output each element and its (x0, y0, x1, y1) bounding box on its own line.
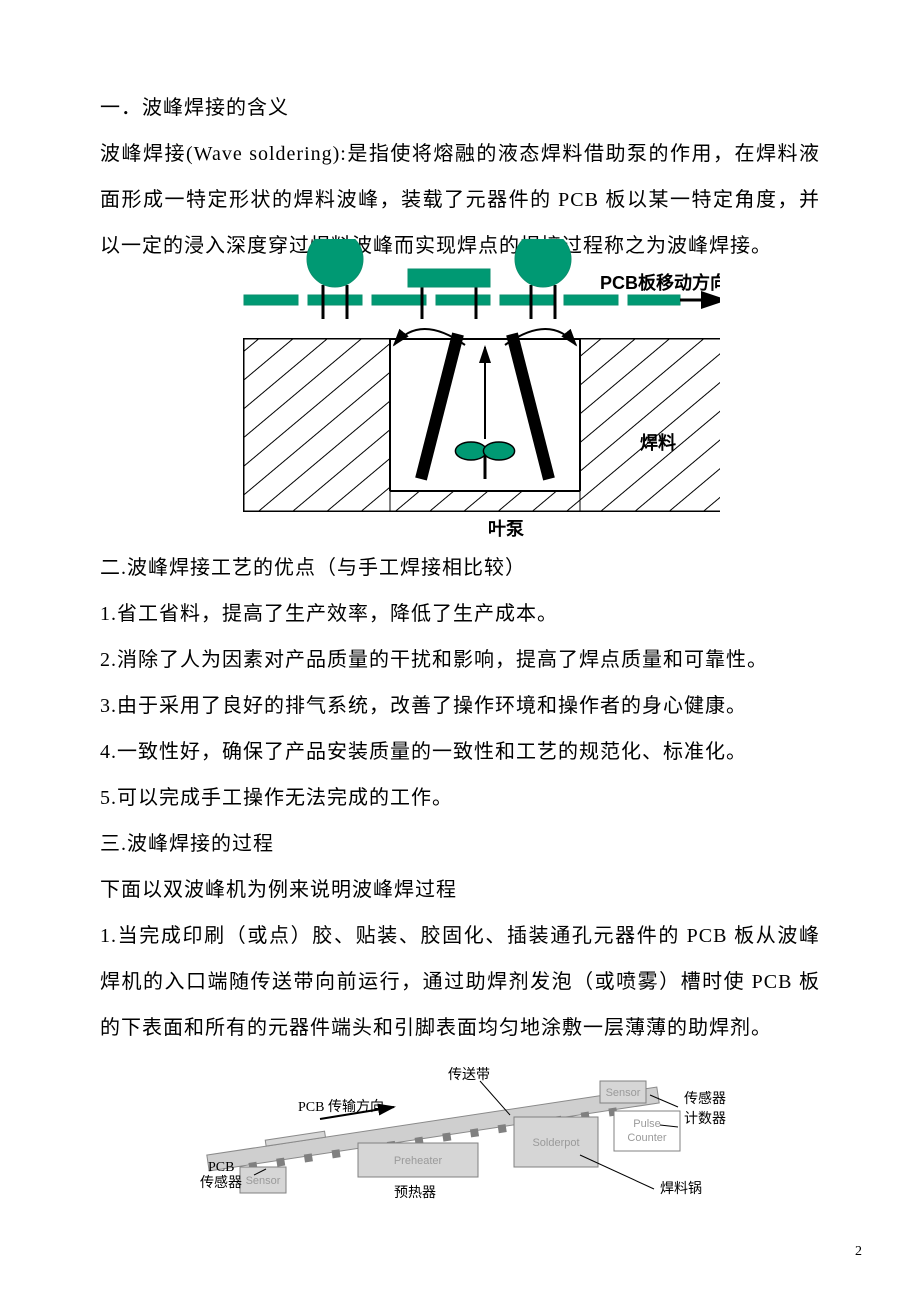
label-solder: 焊料 (640, 432, 676, 453)
svg-text:Sensor: Sensor (606, 1087, 641, 1099)
section-2-item-1: 1.省工省料，提高了生产效率，降低了生产成本。 (100, 591, 820, 637)
svg-text:Counter: Counter (627, 1132, 666, 1144)
section-1-paragraph: 波峰焊接(Wave soldering):是指使将熔融的液态焊料借助泵的作用，在… (100, 131, 820, 269)
section-3-intro: 下面以双波峰机为例来说明波峰焊过程 (100, 867, 820, 913)
label-solderpot: 焊料锅 (660, 1181, 702, 1197)
label-pump: 叶泵 (488, 519, 524, 539)
document-page: 一．波峰焊接的含义 波峰焊接(Wave soldering):是指使将熔融的液态… (0, 0, 920, 1302)
section-2-item-5: 5.可以完成手工操作无法完成的工作。 (100, 775, 820, 821)
svg-text:Pulse: Pulse (633, 1118, 661, 1130)
section-2-heading: 二.波峰焊接工艺的优点（与手工焊接相比较） (100, 545, 820, 591)
section-2-item-3: 3.由于采用了良好的排气系统，改善了操作环境和操作者的身心健康。 (100, 683, 820, 729)
label-pcb-sensor-2: 传感器 (200, 1174, 242, 1191)
figure-1-wave-solder-diagram: PCB板移动方向焊料叶泵 (100, 239, 820, 539)
label-preheater: 预热器 (394, 1185, 436, 1201)
svg-text:Solderpot: Solderpot (532, 1137, 579, 1149)
label-pcb-direction: PCB板移动方向 (600, 272, 720, 293)
section-3-item-1: 1.当完成印刷（或点）胶、贴装、胶固化、插装通孔元器件的 PCB 板从波峰焊机的… (100, 913, 820, 1051)
section-3-heading: 三.波峰焊接的过程 (100, 821, 820, 867)
section-2-item-4: 4.一致性好，确保了产品安装质量的一致性和工艺的规范化、标准化。 (100, 729, 820, 775)
label-sensor: 传感器 (684, 1090, 726, 1107)
svg-text:Preheater: Preheater (394, 1155, 443, 1167)
wave-solder-svg: PCB板移动方向焊料叶泵 (200, 239, 720, 539)
wave-machine-svg: Sensor Preheater Solderpot Pulse Counter Sens… (180, 1067, 740, 1207)
section-1-heading: 一．波峰焊接的含义 (100, 85, 820, 131)
figure-2-machine-diagram: Sensor Preheater Solderpot Pulse Counter Sens… (100, 1067, 820, 1207)
label-pcb-direction: PCB 传输方向 (298, 1099, 384, 1115)
page-number: 2 (855, 1244, 862, 1260)
label-conveyor: 传送带 (448, 1067, 490, 1083)
label-counter: 计数器 (684, 1111, 726, 1127)
svg-text:Sensor: Sensor (246, 1175, 281, 1187)
section-2-item-2: 2.消除了人为因素对产品质量的干扰和影响，提高了焊点质量和可靠性。 (100, 637, 820, 683)
label-pcb-sensor-1: PCB (208, 1160, 234, 1175)
